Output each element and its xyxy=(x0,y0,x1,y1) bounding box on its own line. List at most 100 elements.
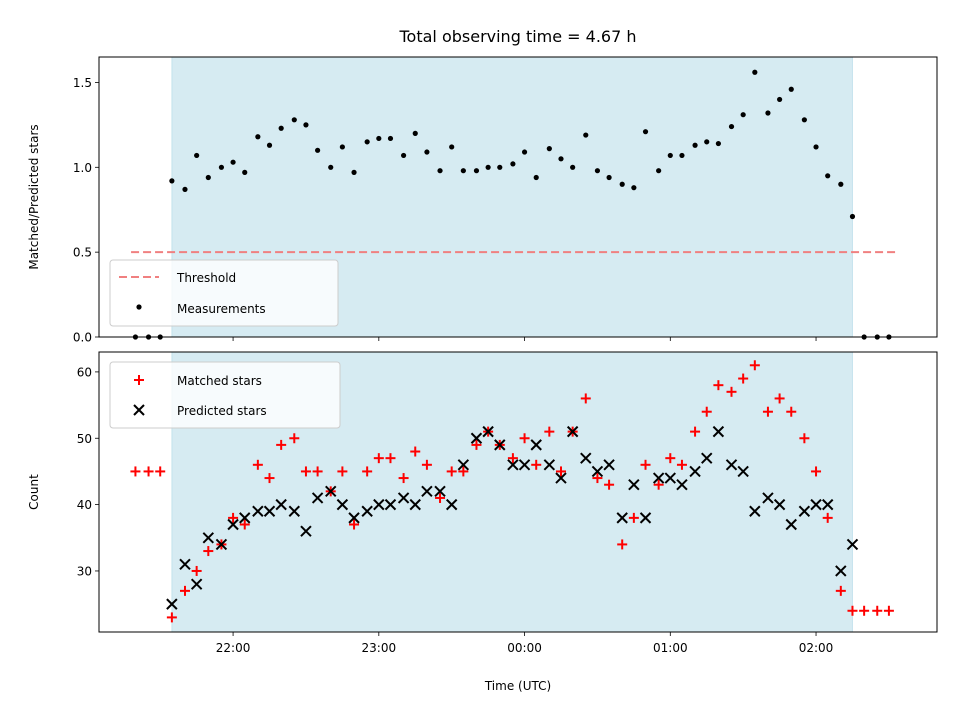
matched-star-point xyxy=(166,612,177,623)
measurement-point xyxy=(715,140,721,147)
measurement-point xyxy=(546,146,552,152)
measurement-point xyxy=(497,164,503,170)
cross-b xyxy=(409,498,421,511)
predicted-star-point xyxy=(689,465,701,478)
predicted-star-point xyxy=(639,512,652,524)
cross-b xyxy=(785,518,797,531)
measurement-point xyxy=(303,122,309,128)
predicted-star-point xyxy=(457,459,470,471)
cross-b xyxy=(421,485,433,498)
matched-star-point xyxy=(471,439,482,450)
axes-frame xyxy=(98,351,938,633)
predicted-star-point xyxy=(275,498,287,511)
matched-star-point xyxy=(811,466,822,477)
measurement-point xyxy=(728,123,735,130)
predicted-star-point xyxy=(397,492,410,504)
measurement-point xyxy=(255,134,261,140)
matched-star-point xyxy=(799,433,810,444)
cross-b xyxy=(737,465,749,478)
predicted-star-point xyxy=(676,478,688,491)
cross-b xyxy=(725,459,738,471)
cross-b xyxy=(434,485,446,498)
top-panel: 0.0 0.5 1.0 1.5 Matched/Predicted stars Thres… xyxy=(27,27,938,345)
matched-star-point xyxy=(701,406,712,417)
measurement-point xyxy=(656,168,662,174)
legend-predicted-label: Predicted stars xyxy=(177,404,267,418)
legend-measurements-swatch xyxy=(136,304,142,310)
predicted-star-point xyxy=(434,485,446,498)
matched-star-point xyxy=(276,439,287,450)
cross-b xyxy=(494,439,506,451)
matched-star-point xyxy=(385,453,396,464)
matched-star-point xyxy=(130,466,141,477)
matched-star-point xyxy=(531,459,542,470)
x-tick-label: 02:00 xyxy=(799,641,834,655)
cross-b xyxy=(384,498,397,511)
cross-b xyxy=(835,565,847,577)
cross-b xyxy=(227,518,239,531)
cross-b xyxy=(470,432,483,444)
matched-star-point xyxy=(592,473,603,484)
measurement-point xyxy=(182,186,188,192)
matched-star-point xyxy=(555,466,566,477)
cross-b xyxy=(179,558,191,571)
matched-star-point xyxy=(446,466,457,477)
cross-b xyxy=(202,532,215,544)
x-axis-label: Time (UTC) xyxy=(484,679,551,693)
matched-star-point xyxy=(155,466,166,477)
matched-star-point xyxy=(398,473,409,484)
legend-predicted-swatch xyxy=(133,404,145,416)
y-tick-label: 60 xyxy=(77,365,92,379)
matched-star-point xyxy=(738,373,749,384)
legend-matched-label: Matched stars xyxy=(177,374,262,388)
matched-star-point xyxy=(421,459,432,470)
x-tick-label: 22:00 xyxy=(216,641,251,655)
predicted-star-point xyxy=(616,512,628,524)
measurement-point xyxy=(351,169,357,175)
measurement-point xyxy=(387,135,394,142)
cross-b xyxy=(664,472,677,484)
cross-b xyxy=(263,505,276,517)
cross-b xyxy=(566,425,579,438)
matched-star-point xyxy=(410,446,421,457)
predicted-star-point xyxy=(773,498,786,511)
predicted-star-point xyxy=(494,439,506,451)
predicted-star-point xyxy=(737,465,749,478)
matched-star-point xyxy=(264,473,275,484)
measurement-point xyxy=(473,168,480,174)
predicted-star-point xyxy=(518,459,531,471)
cross-b xyxy=(325,485,337,498)
predicted-star-point xyxy=(603,459,615,471)
predicted-star-point xyxy=(701,452,713,464)
measurement-point xyxy=(424,149,430,155)
measurement-point xyxy=(583,132,589,138)
bottom-panel: 30 40 50 60 22:00 23:00 00:00 01:00 02:00 Count Ma… xyxy=(27,351,938,693)
matched-star-point xyxy=(859,605,870,616)
measurement-point xyxy=(278,125,284,131)
predicted-star-point xyxy=(798,505,811,517)
measurement-point xyxy=(521,149,528,155)
cross-b xyxy=(288,505,300,517)
predicted-star-point xyxy=(373,498,385,511)
predicted-star-point xyxy=(785,518,797,531)
measurement-point xyxy=(631,185,637,191)
measurement-point xyxy=(558,156,564,162)
axes-frame xyxy=(98,56,938,338)
cross-b xyxy=(133,404,145,416)
measurement-point xyxy=(740,112,746,118)
cross-b xyxy=(507,459,519,471)
cross-b xyxy=(846,538,859,551)
y-axis-label: Matched/Predicted stars xyxy=(27,124,41,269)
matched-star-point xyxy=(604,479,615,490)
y-tick-label: 1.5 xyxy=(73,76,92,90)
predicted-star-point xyxy=(166,598,178,610)
measurement-point xyxy=(642,129,649,135)
cross-b xyxy=(591,465,604,478)
matched-star-point xyxy=(373,453,384,464)
cross-b xyxy=(543,459,556,471)
predicted-star-point xyxy=(482,425,494,438)
cross-b xyxy=(555,472,567,484)
measurement-point xyxy=(606,174,612,181)
predicted-star-point xyxy=(179,558,191,571)
